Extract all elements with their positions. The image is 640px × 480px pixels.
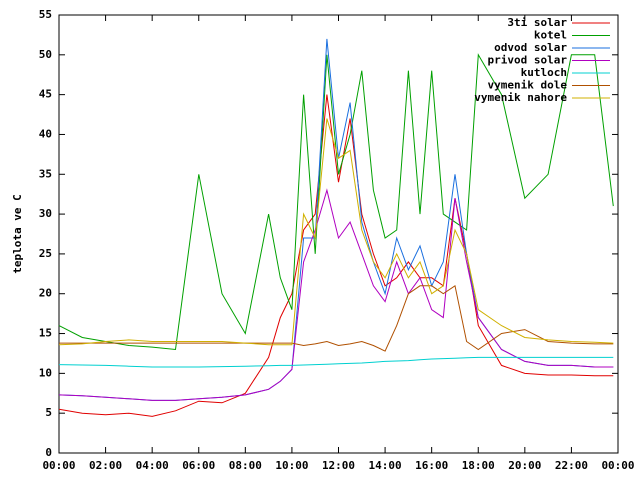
- y-tick-label: 10: [39, 366, 52, 379]
- x-tick-label: 00:00: [601, 459, 634, 472]
- y-tick-label: 35: [39, 167, 52, 180]
- y-tick-label: 30: [39, 207, 52, 220]
- legend-label: 3ti solar: [507, 16, 567, 29]
- x-tick-label: 18:00: [462, 459, 495, 472]
- x-tick-label: 08:00: [229, 459, 262, 472]
- y-tick-label: 0: [45, 446, 52, 459]
- x-tick-label: 20:00: [508, 459, 541, 472]
- y-tick-label: 15: [39, 327, 52, 340]
- series-line: [58, 356, 614, 368]
- series-line: [59, 284, 614, 352]
- x-tick-label: 16:00: [415, 459, 448, 472]
- x-tick-label: 04:00: [136, 459, 169, 472]
- legend-label: vymenik nahore: [474, 91, 567, 104]
- y-tick-label: 55: [39, 8, 52, 21]
- legend-label: privod solar: [488, 54, 568, 67]
- series-line: [58, 188, 614, 401]
- y-tick-label: 50: [39, 48, 52, 61]
- legend-label: kotel: [534, 29, 567, 42]
- y-axis-label: teplota ve C: [11, 194, 24, 273]
- y-tick-label: 25: [39, 247, 52, 260]
- x-tick-label: 00:00: [42, 459, 75, 472]
- x-tick-label: 22:00: [555, 459, 588, 472]
- series-line: [58, 94, 614, 417]
- y-tick-label: 20: [39, 287, 52, 300]
- x-tick-label: 14:00: [369, 459, 402, 472]
- x-tick-label: 02:00: [89, 459, 122, 472]
- y-tick-label: 5: [45, 406, 52, 419]
- series-line: [58, 53, 614, 351]
- x-tick-label: 10:00: [275, 459, 308, 472]
- y-tick-label: 40: [39, 127, 52, 140]
- legend-label: odvod solar: [494, 41, 567, 54]
- x-tick-label: 12:00: [322, 459, 355, 472]
- legend-label: vymenik dole: [488, 79, 568, 92]
- series-line: [58, 118, 614, 346]
- y-tick-label: 45: [39, 88, 52, 101]
- x-tick-label: 06:00: [182, 459, 215, 472]
- legend-label: kutloch: [521, 66, 567, 79]
